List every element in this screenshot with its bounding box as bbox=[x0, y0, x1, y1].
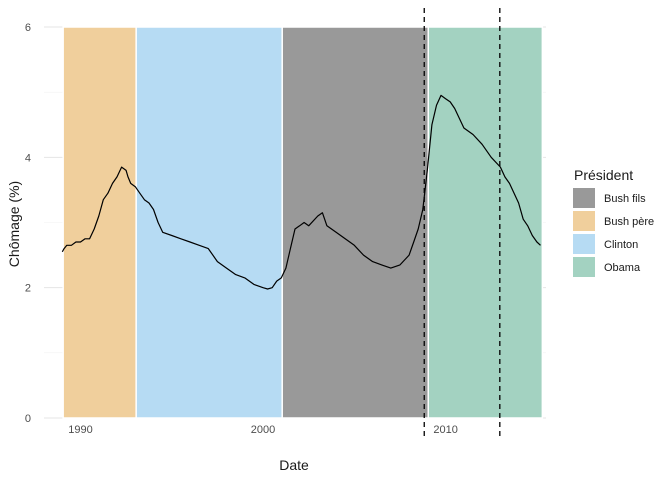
unemployment-series bbox=[61, 94, 541, 290]
legend-label: Clinton bbox=[604, 239, 638, 251]
period-bush-fils bbox=[281, 26, 430, 419]
legend-items: Bush fils Bush père Clinton Obama bbox=[573, 188, 654, 277]
y-tick-label: 2 bbox=[25, 283, 31, 295]
y-tick-label: 6 bbox=[25, 22, 31, 34]
legend-swatch bbox=[573, 257, 595, 277]
legend-swatch bbox=[573, 211, 595, 231]
legend-label: Bush père bbox=[604, 216, 654, 228]
president-periods bbox=[62, 26, 544, 419]
y-axis-title: Chômage (%) bbox=[6, 181, 22, 267]
legend-swatch bbox=[573, 188, 595, 208]
legend-label: Obama bbox=[604, 262, 641, 274]
x-tick-label: 1990 bbox=[68, 424, 92, 436]
legend: Président Bush fils Bush père Clinton Obama bbox=[573, 167, 654, 277]
period-obama bbox=[427, 26, 544, 419]
x-tick-label: 2000 bbox=[251, 424, 275, 436]
y-tick-label: 0 bbox=[25, 413, 31, 425]
legend-swatch bbox=[573, 234, 595, 254]
period-clinton bbox=[135, 26, 283, 419]
x-tick-label: 2010 bbox=[433, 424, 457, 436]
period-bush-pere bbox=[62, 26, 137, 419]
axis-ticks: 1990 2000 2010 0 2 4 6 bbox=[25, 22, 458, 436]
reference-lines bbox=[423, 8, 501, 440]
x-axis-title: Date bbox=[279, 457, 309, 473]
y-tick-label: 4 bbox=[25, 152, 31, 164]
series-line bbox=[61, 94, 541, 290]
legend-title: Président bbox=[574, 167, 633, 183]
legend-label: Bush fils bbox=[604, 193, 646, 205]
